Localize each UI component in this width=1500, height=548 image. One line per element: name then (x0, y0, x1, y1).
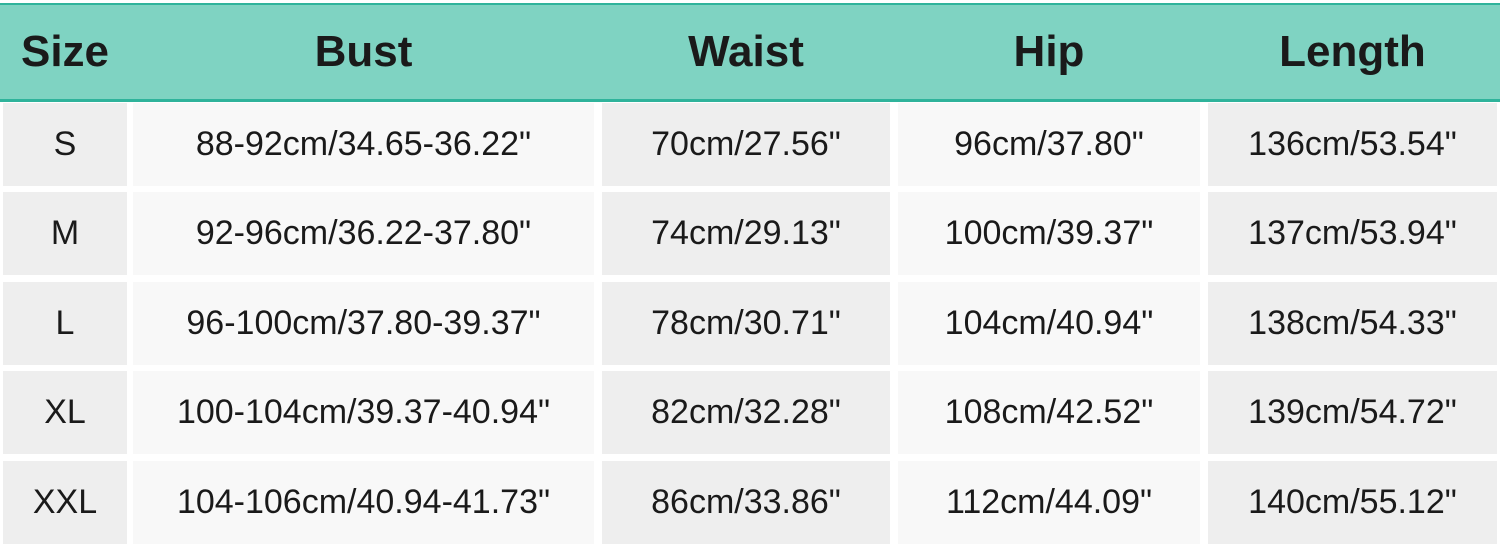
measure-cell: 138cm/54.33" (1208, 282, 1497, 365)
measure-cell: 92-96cm/36.22-37.80" (133, 192, 594, 275)
column-header: Length (1279, 27, 1426, 76)
measure-cell: 96-100cm/37.80-39.37" (133, 282, 594, 365)
measure-cell: 70cm/27.56" (602, 103, 890, 186)
measure-cell: 74cm/29.13" (602, 192, 890, 275)
measure-cell: 136cm/53.54" (1208, 103, 1497, 186)
measure-cell: 104-106cm/40.94-41.73" (133, 461, 594, 544)
measure-cell: 86cm/33.86" (602, 461, 890, 544)
column-header: Size (20, 27, 110, 76)
measure-cell: 108cm/42.52" (898, 371, 1200, 454)
size-cell: L (3, 282, 127, 365)
measure-cell: 78cm/30.71" (602, 282, 890, 365)
measure-cell: 100-104cm/39.37-40.94" (133, 371, 594, 454)
size-cell: S (3, 103, 127, 186)
measure-cell: 96cm/37.80" (898, 103, 1200, 186)
measure-cell: 139cm/54.72" (1208, 371, 1497, 454)
column-header: Hip (1013, 27, 1085, 76)
table-header: Size Bust Waist Hip Length (0, 3, 1500, 102)
measure-cell: 112cm/44.09" (898, 461, 1200, 544)
measure-cell: 137cm/53.94" (1208, 192, 1497, 275)
measure-cell: 140cm/55.12" (1208, 461, 1497, 544)
measure-cell: 88-92cm/34.65-36.22" (133, 103, 594, 186)
size-cell: XXL (3, 461, 127, 544)
measure-cell: 100cm/39.37" (898, 192, 1200, 275)
measure-cell: 104cm/40.94" (898, 282, 1200, 365)
column-header: Waist (688, 27, 804, 76)
size-cell: M (3, 192, 127, 275)
size-cell: XL (3, 371, 127, 454)
column-header: Bust (314, 27, 413, 76)
measure-cell: 82cm/32.28" (602, 371, 890, 454)
